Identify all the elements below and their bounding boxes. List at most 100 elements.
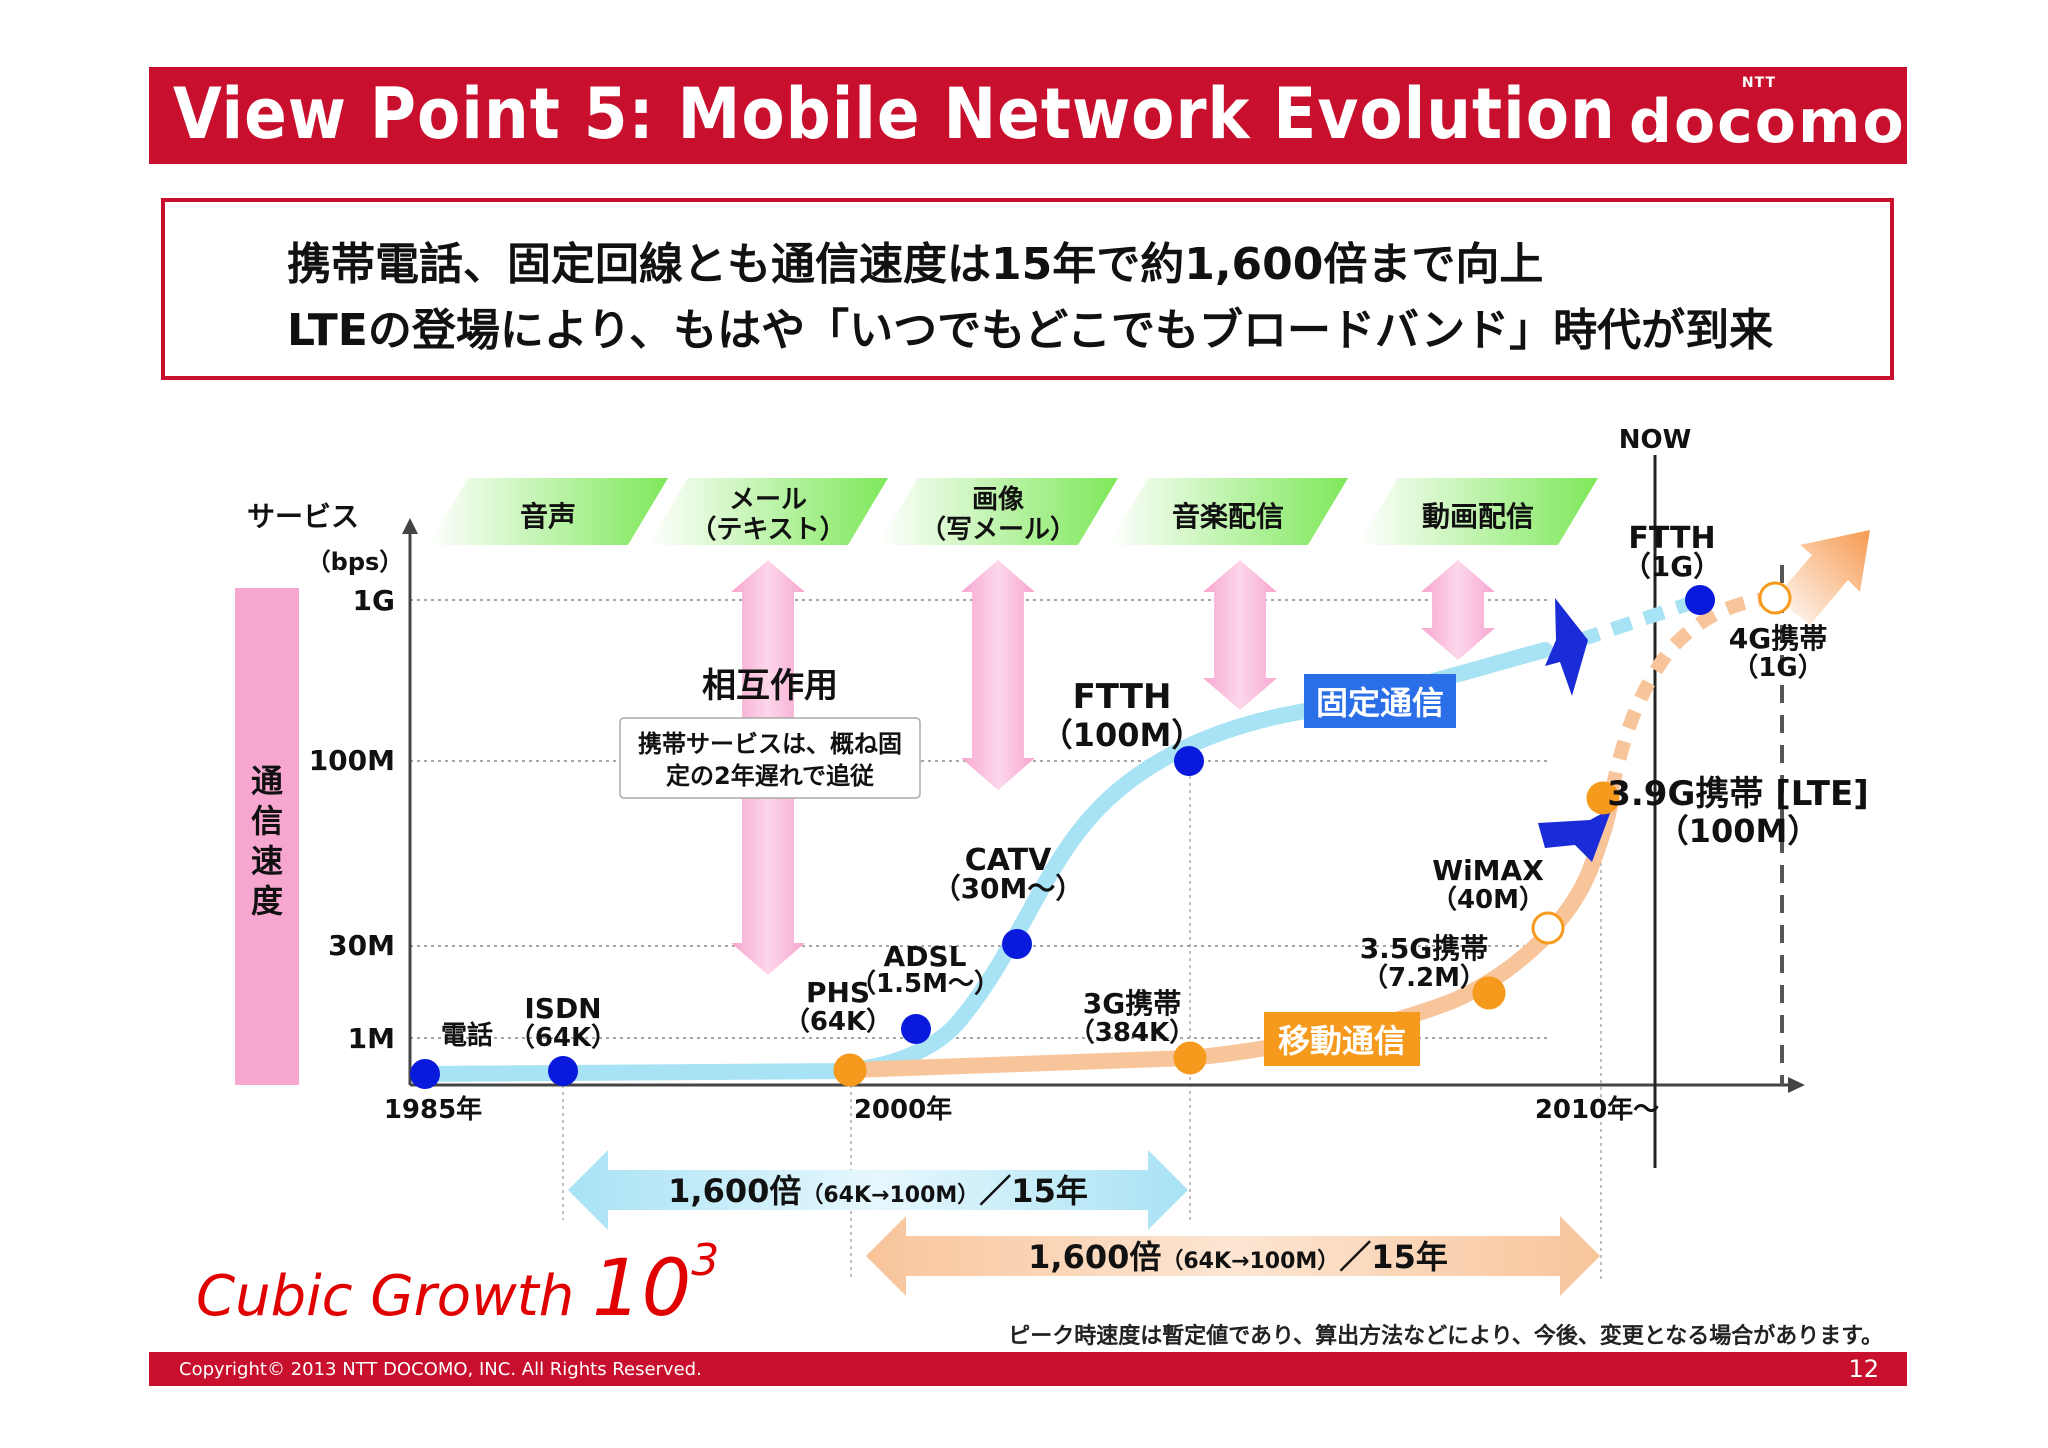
fixed-point-label: CATV <box>965 843 1052 878</box>
cubic-growth-label: Cubic Growth 103 <box>196 1235 719 1334</box>
interaction-arrow <box>1421 560 1495 660</box>
fixed-point <box>410 1059 440 1089</box>
growth-detail-mobile: （64K→100M） <box>1161 1249 1339 1274</box>
cubic-text: Cubic Growth <box>196 1264 575 1329</box>
page-number: 12 <box>1848 1355 1879 1383</box>
fixed-point <box>1002 929 1032 959</box>
y-side-label: 通信速度 <box>251 762 283 920</box>
growth-ratio-mobile: 1,600倍 <box>1028 1238 1161 1276</box>
x-tick-labels: 1985年 2000年 2010年～ <box>384 1094 1659 1125</box>
x-axis-arrowhead <box>1788 1077 1805 1093</box>
fixed-point-sub: （64K） <box>509 1023 617 1053</box>
growth-arrow-fixed: 1,600倍（64K→100M）／15年 <box>568 1150 1188 1230</box>
service-item: 動画配信 <box>1358 478 1598 545</box>
svg-text:1,600倍（64K→100M）／15年: 1,600倍（64K→100M）／15年 <box>1028 1238 1448 1276</box>
mobile-point-sub: （40M） <box>1431 885 1545 915</box>
fixed-point-sub: （100M） <box>1041 716 1204 754</box>
mobile-breakthrough-arrow <box>1538 808 1612 862</box>
fixed-point-sub: （64K） <box>784 1007 892 1037</box>
mobile-point <box>1758 581 1792 615</box>
disclaimer: ピーク時速度は暫定値であり、算出方法などにより、今後、変更となる場合があります。 <box>1008 1324 1883 1349</box>
interaction-title: 相互作用 <box>702 666 838 706</box>
y-side-label-char: 度 <box>251 882 283 920</box>
x-tick-label: 2000年 <box>854 1094 952 1125</box>
interaction-note-box <box>619 717 921 799</box>
fixed-point-label: 電話 <box>441 1020 493 1051</box>
y-side-label-char: 通 <box>251 762 283 800</box>
service-item: 音楽配信 <box>1108 478 1348 545</box>
fixed-point-label: ISDN <box>524 992 601 1025</box>
growth-ratio-fixed: 1,600倍 <box>668 1172 801 1210</box>
mobile-point-label: 3.9G携帯 [LTE] <box>1607 774 1869 814</box>
service-label: 動画配信 <box>1422 500 1534 533</box>
fixed-point <box>1685 585 1715 615</box>
interaction-arrow <box>961 560 1035 790</box>
mobile-point-sub: （100M） <box>1657 812 1820 850</box>
cubic-exp: 3 <box>691 1235 720 1286</box>
y-tick-30M: 30M <box>328 929 395 962</box>
data-points: 電話ISDN（64K）PHS（64K）ADSL（1.5M～）CATV（30M～）… <box>410 521 1869 1089</box>
y-axis-title: サービス <box>247 500 359 533</box>
y-tick-1M: 1M <box>348 1022 395 1055</box>
fixed-breakthrough-arrow <box>1545 598 1588 696</box>
speed-label-bar <box>235 588 299 1085</box>
docomo-logo: NTT docomo <box>1629 75 1906 157</box>
service-item: 音声 <box>428 478 668 545</box>
service-banner <box>648 478 888 545</box>
fixed-point <box>1174 746 1204 776</box>
service-label: メール（テキスト） <box>690 485 845 545</box>
fixed-point <box>548 1056 578 1086</box>
mobile-point <box>1531 911 1565 945</box>
y-side-label-char: 速 <box>251 842 283 880</box>
mobile-line-curve <box>842 787 1619 1078</box>
y-tick-1G: 1G <box>353 584 395 617</box>
y-side-label-char: 信 <box>251 802 283 840</box>
growth-period-mobile: ／15年 <box>1339 1238 1448 1276</box>
svg-text:1,600倍（64K→100M）／15年: 1,600倍（64K→100M）／15年 <box>668 1172 1088 1210</box>
service-banner <box>1108 478 1348 545</box>
mobile-point <box>1472 976 1506 1010</box>
service-item: 画像（写メール） <box>878 478 1118 545</box>
cubic-base: 10 <box>592 1244 692 1334</box>
x-tick-label: 1985年 <box>384 1094 482 1125</box>
brand-name: docomo <box>1629 87 1906 157</box>
interaction-arrow <box>1203 560 1277 710</box>
service-label: 音声 <box>520 500 576 533</box>
fixed-point-label: ADSL <box>884 940 967 973</box>
fixed-point <box>901 1014 931 1044</box>
services-band: 音声 メール（テキスト） 画像（写メール） 音楽配信 動画配信 <box>428 478 1598 545</box>
mobile-point-sub: （1G） <box>1732 653 1823 683</box>
service-banner <box>878 478 1118 545</box>
service-banner <box>1358 478 1598 545</box>
mobile-point-label: WiMAX <box>1432 854 1544 887</box>
interaction-note-line-2: 定の2年遅れで追従 <box>666 762 874 790</box>
title-bar: View Point 5: Mobile Network Evolution N… <box>149 67 1907 164</box>
growth-detail-fixed: （64K→100M） <box>801 1183 979 1208</box>
mobile-series-label: 移動通信 <box>1264 1012 1420 1066</box>
footer-bar: Copyright© 2013 NTT DOCOMO, INC. All Rig… <box>149 1352 1907 1386</box>
mobile-series-name: 移動通信 <box>1278 1022 1406 1060</box>
mobile-point <box>833 1053 867 1087</box>
fixed-point-label: FTTH <box>1073 677 1172 717</box>
service-banner <box>428 478 668 545</box>
fixed-series-label: 固定通信 <box>1304 674 1456 728</box>
x-tick-label: 2010年～ <box>1535 1094 1659 1125</box>
mobile-point <box>1586 781 1620 815</box>
service-item: メール（テキスト） <box>648 478 888 545</box>
fixed-point-sub: （1.5M～） <box>850 969 1000 999</box>
now-label: NOW <box>1619 425 1692 455</box>
mobile-point-sub: （384K） <box>1069 1018 1195 1048</box>
mobile-point-label: 3G携帯 <box>1083 987 1181 1020</box>
growth-period-fixed: ／15年 <box>979 1172 1088 1210</box>
service-label: 音楽配信 <box>1172 500 1284 533</box>
fixed-point-label: FTTH <box>1628 521 1715 556</box>
interaction-note-line-1: 携帯サービスは、概ね固 <box>638 730 902 758</box>
service-label: 画像（写メール） <box>920 485 1076 545</box>
summary-box: 携帯電話、固定回線とも通信速度は15年で約1,600倍まで向上 LTEの登場によ… <box>161 198 1894 380</box>
summary-line-2: LTEの登場により、もはや「いつでもどこでもブロードバンド」時代が到来 <box>287 305 1774 356</box>
y-axis-arrowhead <box>402 518 418 534</box>
fixed-point-label: PHS <box>806 976 870 1009</box>
fixed-series-name: 固定通信 <box>1316 684 1444 722</box>
copyright: Copyright© 2013 NTT DOCOMO, INC. All Rig… <box>179 1359 702 1380</box>
